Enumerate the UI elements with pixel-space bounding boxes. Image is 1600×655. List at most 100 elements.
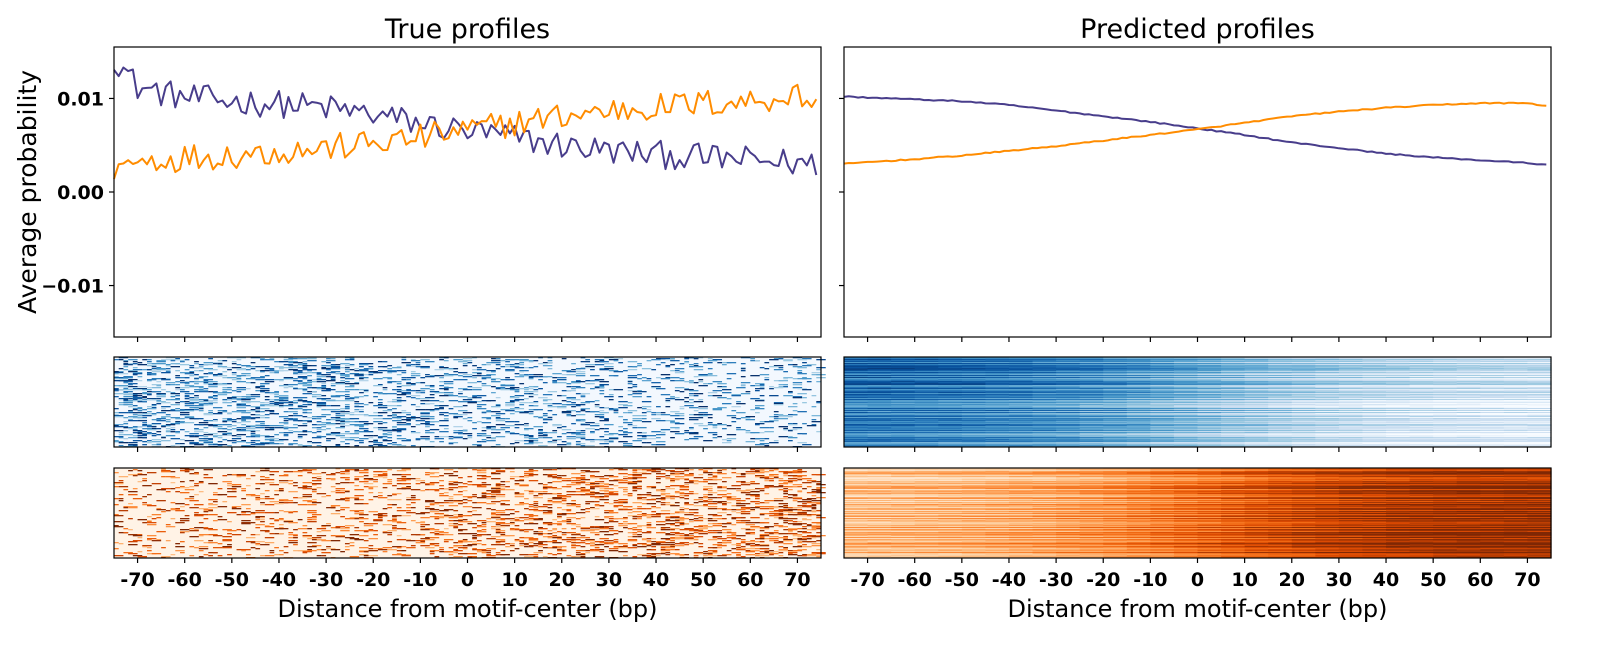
heatmap-cell [802,397,807,399]
heatmap-cell [1386,423,1411,425]
heatmap-cell [693,423,704,425]
heatmap-cell [462,418,468,420]
heatmap-cell [1126,433,1151,435]
heatmap-cell [1362,388,1387,390]
heatmap-cell [641,436,647,438]
heatmap-cell [867,377,892,379]
heatmap-cell [1056,407,1081,409]
heatmap-cell [1268,429,1293,431]
heatmap-cell [316,388,327,390]
heatmap-cell [1480,397,1505,399]
heatmap-cell [1056,401,1081,403]
heatmap-cell [1079,382,1104,384]
heatmap-cell [867,429,892,431]
heatmap-cell [212,413,223,415]
heatmap-cell [1173,390,1199,392]
heatmap-cell [359,380,369,382]
heatmap-cell [344,386,355,388]
heatmap-cell [1409,434,1434,436]
heatmap-cell [1480,374,1505,376]
heatmap-cell [1032,402,1057,404]
heatmap-cell [373,440,378,442]
heatmap-cell [1503,419,1529,421]
heatmap-cell [467,435,473,437]
heatmap-cell [1221,364,1246,366]
heatmap-cell [1480,371,1505,373]
heatmap-cell [1291,434,1316,436]
heatmap-cell [1173,411,1199,413]
heatmap-cell [203,432,209,434]
heatmap-cell [425,439,430,441]
heatmap-cell [1079,386,1104,388]
heatmap-cell [222,439,228,441]
heatmap-cell [1268,430,1293,432]
heatmap-cell [1386,387,1411,389]
heatmap-cell [1079,374,1104,376]
heatmap-cell [1291,370,1316,372]
heatmap-cell [344,421,355,423]
heatmap-cell [1480,387,1505,389]
heatmap-cell [1056,431,1081,433]
heatmap-cell [528,374,534,376]
heatmap-cell [1056,379,1081,381]
heatmap-cell [1032,419,1057,421]
heatmap-cell [326,428,331,430]
heatmap-cell [1056,393,1081,395]
heatmap-cell [1315,394,1340,396]
heatmap-cell [914,382,939,384]
heatmap-cell [1362,390,1387,392]
heatmap-cell [283,418,294,420]
heatmap-cell [175,422,185,424]
heatmap-cell [693,358,699,360]
heatmap-cell [146,387,152,389]
heatmap-cell [462,412,473,414]
heatmap-cell [472,357,477,359]
heatmap-cell [1150,358,1175,360]
heatmap-cell [867,385,892,387]
heatmap-cell [670,437,675,439]
heatmap-cell [533,366,539,368]
heatmap-cell [137,376,143,378]
heatmap-cell [1079,410,1104,412]
heatmap-cell [330,419,341,421]
heatmap-cell [156,396,166,398]
heatmap-cell [1032,379,1057,381]
heatmap-cell [1056,429,1081,431]
heatmap-cell [1386,372,1411,374]
heatmap-cell [1362,419,1387,421]
heatmap-cell [599,420,609,422]
heatmap-cell [938,359,963,361]
heatmap-cell [1008,384,1034,386]
heatmap-cell [344,431,350,433]
heatmap-cell [1126,375,1151,377]
heatmap-cell [1221,414,1246,416]
heatmap-cell [406,364,411,366]
heatmap-cell [867,431,892,433]
heatmap-cell [1362,403,1387,405]
heatmap-cell [481,378,487,380]
heatmap-cell [1221,366,1246,368]
heatmap-cell [1056,390,1081,392]
heatmap-cell [321,426,327,428]
heatmap-cell [1056,384,1081,386]
heatmap-cell [571,398,576,400]
heatmap-cell [1456,430,1481,432]
heatmap-cell [491,427,496,429]
heatmap-cell [1103,426,1128,428]
heatmap-cell [1173,406,1199,408]
heatmap-cell [1008,427,1034,429]
heatmap-cell [1197,419,1222,421]
heatmap-cell [1173,418,1199,420]
heatmap-cell [500,360,506,362]
heatmap-cell [783,384,788,386]
heatmap-cell [1315,406,1340,408]
heatmap-cell [302,416,308,418]
heatmap-cell [1126,422,1151,424]
heatmap-cell [1126,382,1151,384]
heatmap-cell [1032,432,1057,434]
heatmap-cell [961,408,986,410]
heatmap-cell [985,423,1010,425]
heatmap-cell [1268,397,1293,399]
heatmap-cell [439,381,444,383]
heatmap-cell [509,366,520,368]
